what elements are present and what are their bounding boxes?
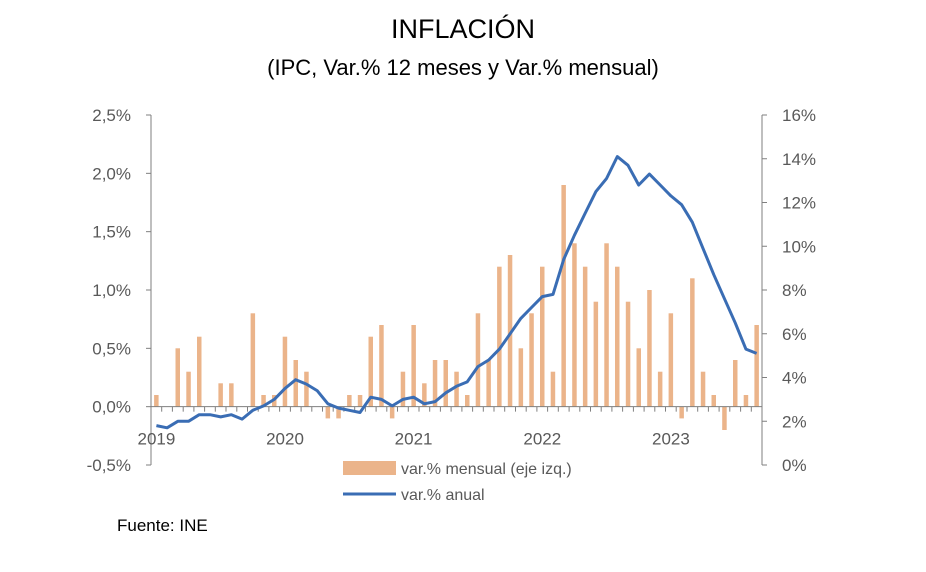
bar-mensual: [668, 313, 674, 407]
line-anual: [156, 155, 758, 430]
bar-mensual: [389, 406, 395, 419]
left-tick-label: 2,5%: [92, 106, 131, 125]
bar-mensual: [604, 243, 609, 407]
line-group: [156, 155, 758, 430]
left-tick-label: 2,0%: [92, 164, 131, 183]
left-tick-label: 0,0%: [92, 398, 131, 417]
bar-mensual: [722, 406, 727, 430]
right-tick-label: 4%: [782, 369, 807, 388]
bar-mensual: [582, 266, 588, 407]
bar-mensual: [454, 371, 459, 407]
left-tick-label: 1,5%: [92, 223, 131, 242]
bar-mensual: [304, 371, 309, 407]
bar-mensual: [282, 336, 288, 407]
bar-mensual: [615, 266, 620, 407]
bar-mensual: [690, 278, 695, 407]
bar-mensual: [336, 406, 341, 419]
legend-line-label: var.% anual: [401, 487, 485, 504]
bars-group: [154, 185, 759, 430]
year-label: 2019: [137, 430, 175, 449]
bar-mensual: [507, 255, 513, 407]
legend: var.% mensual (eje izq.) var.% anual: [343, 461, 572, 504]
chart-subtitle: (IPC, Var.% 12 meses y Var.% mensual): [267, 55, 659, 80]
bar-mensual: [229, 383, 234, 407]
bar-mensual: [711, 395, 716, 407]
left-tick-label: 1,0%: [92, 281, 131, 300]
bar-mensual: [261, 395, 266, 407]
bar-mensual: [347, 395, 352, 407]
right-tick-label: 10%: [782, 237, 816, 256]
left-tick-label: 0,5%: [92, 339, 131, 358]
bar-mensual: [529, 313, 534, 407]
bar-mensual: [154, 395, 159, 407]
legend-bar-swatch: [343, 461, 396, 475]
bar-mensual: [657, 371, 663, 407]
bar-mensual: [325, 406, 331, 419]
bar-mensual: [550, 371, 556, 407]
bar-mensual: [432, 360, 438, 407]
left-tick-label: -0,5%: [87, 456, 131, 475]
bar-mensual: [540, 266, 545, 407]
bar-mensual: [743, 395, 749, 407]
chart-title: INFLACIÓN: [390, 14, 536, 44]
bar-mensual: [647, 290, 652, 407]
right-tick-label: 8%: [782, 281, 807, 300]
year-label: 2022: [523, 430, 561, 449]
axes-group: -0,5% 0,0% 0,5% 1,0% 1,5% 2,0% 2,5% 0% 2% 4% 6% 8% 1…: [87, 106, 816, 475]
year-label: 2021: [395, 430, 433, 449]
right-tick-label: 0%: [782, 456, 807, 475]
bar-mensual: [700, 371, 706, 407]
bar-mensual: [486, 360, 491, 407]
right-tick-label: 12%: [782, 194, 816, 213]
year-label: 2020: [266, 430, 304, 449]
bar-mensual: [733, 360, 738, 407]
right-tick-label: 2%: [782, 412, 807, 431]
bar-mensual: [679, 406, 684, 419]
bar-mensual: [411, 325, 416, 407]
legend-bar-label: var.% mensual (eje izq.): [401, 461, 572, 478]
bar-mensual: [357, 395, 363, 407]
bar-mensual: [636, 348, 641, 407]
bar-mensual: [218, 383, 223, 407]
bar-mensual: [625, 301, 631, 407]
bar-mensual: [293, 360, 298, 407]
year-label: 2023: [652, 430, 690, 449]
bar-mensual: [518, 348, 524, 407]
right-tick-label: 16%: [782, 106, 816, 125]
bar-mensual: [400, 371, 406, 407]
right-tick-label: 6%: [782, 325, 807, 344]
bar-mensual: [186, 371, 191, 407]
bar-mensual: [422, 383, 427, 407]
bar-mensual: [572, 243, 577, 407]
bar-mensual: [593, 301, 599, 407]
bar-mensual: [497, 266, 502, 407]
bar-mensual: [175, 348, 180, 407]
bar-mensual: [475, 313, 481, 407]
source-note: Fuente: INE: [117, 516, 208, 535]
bar-mensual: [465, 395, 470, 407]
bar-mensual: [443, 360, 448, 407]
bar-mensual: [754, 325, 759, 407]
bar-mensual: [368, 336, 373, 407]
bar-mensual: [250, 313, 256, 407]
right-tick-label: 14%: [782, 150, 816, 169]
bar-mensual: [379, 325, 384, 407]
bar-mensual: [197, 336, 202, 407]
bar-mensual: [561, 185, 566, 407]
